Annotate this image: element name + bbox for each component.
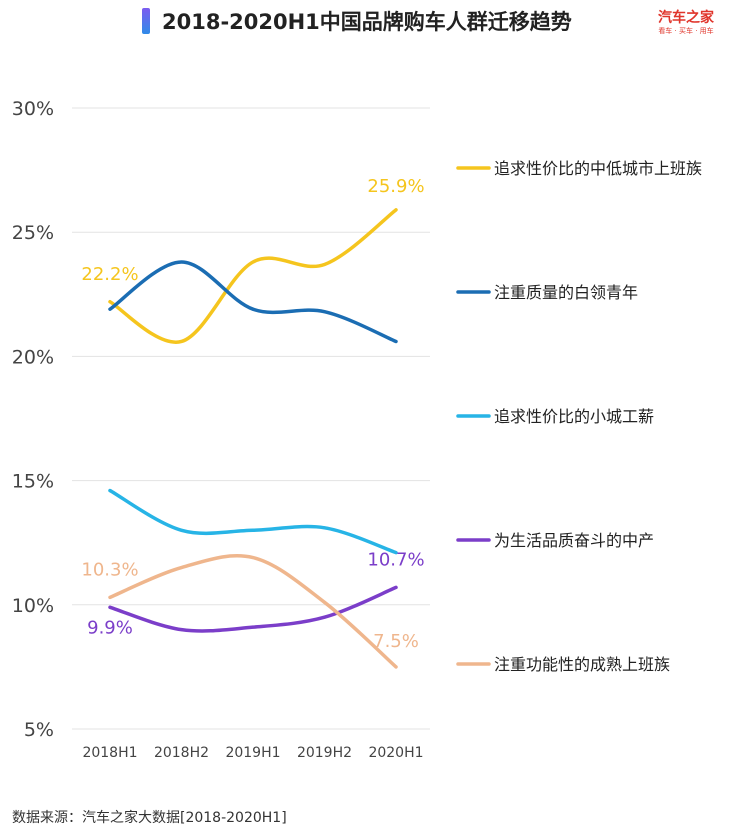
data-point — [323, 615, 326, 619]
data-point — [108, 300, 112, 304]
legend-label: 注重功能性的成熟上班族 — [494, 655, 670, 674]
data-source-note: 数据来源：汽车之家大数据[2018-2020H1] — [12, 810, 287, 826]
data-point — [251, 625, 255, 629]
legend-label: 为生活品质奋斗的中产 — [494, 531, 654, 550]
series-line-3 — [108, 488, 398, 555]
data-point — [323, 600, 326, 604]
y-tick-label: 5% — [24, 719, 54, 741]
series-line-2 — [108, 260, 398, 344]
x-tick-label: 2020H1 — [368, 745, 423, 761]
data-point — [180, 528, 183, 532]
x-tick-label: 2018H1 — [82, 745, 137, 761]
legend-label: 追求性价比的小城工薪 — [494, 407, 654, 426]
data-point — [323, 262, 326, 266]
data-label: 22.2% — [81, 264, 138, 285]
y-tick-label: 20% — [12, 346, 54, 368]
data-point — [108, 489, 112, 493]
data-point — [394, 585, 398, 589]
y-tick-label: 30% — [12, 98, 54, 120]
data-point — [394, 665, 398, 669]
data-point — [394, 339, 398, 343]
logo-text: 汽车之家 — [658, 10, 714, 26]
data-label: 25.9% — [367, 176, 424, 197]
data-point — [108, 605, 112, 609]
x-tick-label: 2019H1 — [225, 745, 280, 761]
data-point — [251, 260, 255, 264]
legend-label: 注重质量的白领青年 — [494, 283, 638, 302]
data-point — [180, 339, 183, 343]
data-point — [108, 307, 112, 311]
legend-label: 追求性价比的中低城市上班族 — [494, 159, 702, 178]
data-label: 9.9% — [87, 617, 133, 638]
logo-slogan: 看车 · 买车 · 用车 — [658, 27, 714, 35]
data-point — [251, 556, 255, 560]
data-point — [108, 595, 112, 599]
data-label: 7.5% — [373, 631, 419, 652]
y-tick-label: 15% — [12, 471, 54, 493]
chart-title: 2018-2020H1中国品牌购车人群迁移趋势 — [162, 10, 572, 34]
title-bar: 2018-2020H1中国品牌购车人群迁移趋势 — [142, 6, 572, 36]
data-point — [180, 260, 183, 264]
data-label: 10.7% — [367, 549, 424, 570]
title-accent-bar — [142, 8, 150, 34]
series-line-4 — [108, 585, 398, 633]
y-tick-label: 25% — [12, 222, 54, 244]
data-label: 10.3% — [81, 559, 138, 580]
data-point — [180, 566, 183, 570]
autohome-logo: 汽车之家 看车 · 买车 · 用车 — [646, 10, 726, 36]
x-tick-label: 2019H2 — [297, 745, 352, 761]
series-line-5 — [108, 554, 398, 669]
data-point — [180, 628, 183, 632]
x-tick-label: 2018H2 — [154, 745, 209, 761]
data-point — [323, 526, 326, 530]
y-tick-label: 10% — [12, 595, 54, 617]
data-point — [394, 208, 398, 212]
data-point — [251, 307, 255, 311]
data-point — [251, 528, 255, 532]
data-point — [394, 551, 398, 555]
data-point — [323, 310, 326, 314]
